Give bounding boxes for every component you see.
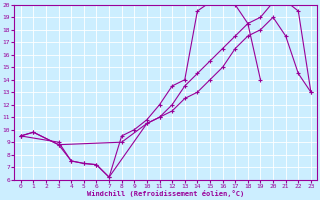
X-axis label: Windchill (Refroidissement éolien,°C): Windchill (Refroidissement éolien,°C) — [87, 190, 244, 197]
